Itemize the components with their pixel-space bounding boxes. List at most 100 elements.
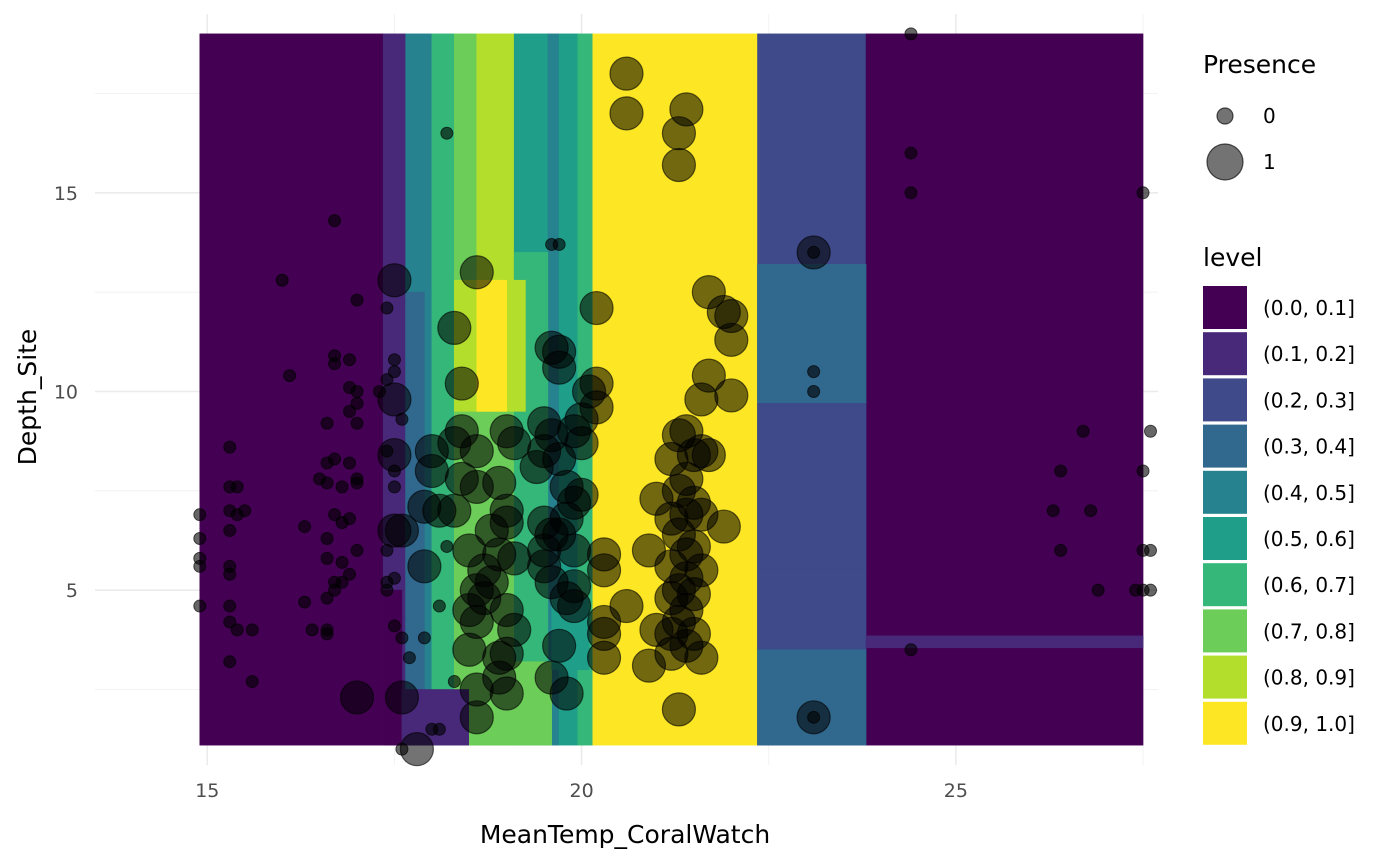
point-presence-1 <box>459 255 494 290</box>
point-presence-1 <box>489 676 524 711</box>
y-axis-title: Depth_Site <box>13 329 42 466</box>
point-presence-0 <box>328 508 342 522</box>
point-presence-1 <box>377 263 412 298</box>
y-tick-label: 15 <box>54 183 78 205</box>
point-presence-0 <box>1136 464 1150 478</box>
level-legend-swatch <box>1203 470 1247 514</box>
point-presence-0 <box>193 559 207 573</box>
point-presence-0 <box>343 404 357 418</box>
level-legend-label: (0.4, 0.5] <box>1263 481 1355 505</box>
level-legend-label: (0.1, 0.2] <box>1263 342 1355 366</box>
point-presence-0 <box>320 591 334 605</box>
point-presence-0 <box>238 504 252 518</box>
point-presence-0 <box>245 675 259 689</box>
point-presence-1 <box>549 676 584 711</box>
level-legend-label: (0.9, 1.0] <box>1263 712 1355 736</box>
point-presence-0 <box>320 532 334 546</box>
point-presence-0 <box>193 508 207 522</box>
level-legend-swatch <box>1203 701 1247 745</box>
level-legend-label: (0.3, 0.4] <box>1263 435 1355 459</box>
point-presence-1 <box>669 92 704 127</box>
point-presence-1 <box>586 553 622 588</box>
presence-legend-label: 0 <box>1263 104 1276 128</box>
point-presence-1 <box>542 628 577 663</box>
point-presence-0 <box>193 532 207 546</box>
point-presence-0 <box>343 512 357 526</box>
point-presence-0 <box>193 599 207 613</box>
point-presence-0 <box>328 583 342 597</box>
point-presence-0 <box>320 627 334 641</box>
point-presence-0 <box>230 480 244 494</box>
presence-legend-label: 1 <box>1263 150 1276 174</box>
point-presence-0 <box>372 384 386 398</box>
point-presence-0 <box>328 357 342 371</box>
presence-legend-key <box>1216 107 1234 125</box>
point-presence-0 <box>380 583 394 597</box>
point-presence-0 <box>387 365 401 379</box>
point-presence-0 <box>328 214 342 228</box>
level-legend-label: (0.0, 0.1] <box>1263 296 1355 320</box>
contour-patch <box>757 264 867 404</box>
contour-patch <box>757 569 867 651</box>
presence-legend: Presence 0 1 <box>1203 50 1316 181</box>
y-axis-ticks: 5 10 15 <box>54 183 78 602</box>
point-presence-0 <box>305 623 319 637</box>
point-presence-0 <box>1046 504 1060 518</box>
point-presence-1 <box>384 513 420 548</box>
point-presence-0 <box>335 480 349 494</box>
point-presence-1 <box>714 322 749 357</box>
point-presence-0 <box>350 416 364 430</box>
point-presence-0 <box>350 543 364 557</box>
point-presence-1 <box>661 692 697 727</box>
point-presence-1 <box>706 509 741 544</box>
point-presence-0 <box>402 651 416 665</box>
point-presence-1 <box>564 426 599 461</box>
point-presence-0 <box>1136 186 1150 200</box>
point-presence-0 <box>350 396 364 410</box>
point-presence-0 <box>350 293 364 307</box>
point-presence-1 <box>459 700 494 735</box>
level-legend-swatch <box>1203 655 1247 699</box>
point-presence-1 <box>579 290 614 326</box>
point-presence-1 <box>339 680 375 715</box>
point-presence-0 <box>350 476 364 490</box>
point-presence-0 <box>432 722 446 736</box>
point-presence-0 <box>904 146 918 160</box>
point-presence-0 <box>328 452 342 466</box>
point-presence-1 <box>691 358 726 393</box>
level-legend-swatch <box>1203 286 1247 329</box>
point-presence-0 <box>440 539 454 553</box>
point-presence-0 <box>380 373 394 387</box>
point-presence-0 <box>807 710 821 724</box>
point-presence-1 <box>497 612 532 647</box>
level-legend-swatch <box>1203 332 1247 376</box>
level-legend-swatch <box>1203 563 1247 607</box>
level-legend-title: level <box>1203 243 1262 272</box>
point-presence-1 <box>579 390 614 425</box>
point-presence-0 <box>387 619 401 633</box>
point-presence-0 <box>1084 504 1098 518</box>
point-presence-1 <box>556 533 592 568</box>
level-legend-label: (0.7, 0.8] <box>1263 619 1355 643</box>
point-presence-0 <box>343 353 357 367</box>
point-presence-0 <box>387 480 401 494</box>
point-presence-0 <box>807 365 821 379</box>
point-presence-0 <box>245 623 259 637</box>
point-presence-1 <box>684 640 719 675</box>
point-presence-0 <box>380 444 394 458</box>
point-presence-0 <box>380 301 394 315</box>
point-presence-0 <box>275 273 289 287</box>
point-presence-0 <box>298 520 312 534</box>
point-presence-0 <box>904 186 918 200</box>
point-presence-0 <box>223 440 237 454</box>
scatter-points <box>193 27 1158 767</box>
point-presence-0 <box>395 742 409 756</box>
level-legend-swatch <box>1203 378 1247 422</box>
x-tick-label: 25 <box>944 780 968 802</box>
point-presence-1 <box>407 549 442 584</box>
x-axis-title: MeanTemp_CoralWatch <box>480 820 770 849</box>
point-presence-0 <box>223 615 237 629</box>
point-presence-0 <box>395 412 409 426</box>
point-presence-0 <box>417 631 431 645</box>
point-presence-1 <box>459 433 494 469</box>
